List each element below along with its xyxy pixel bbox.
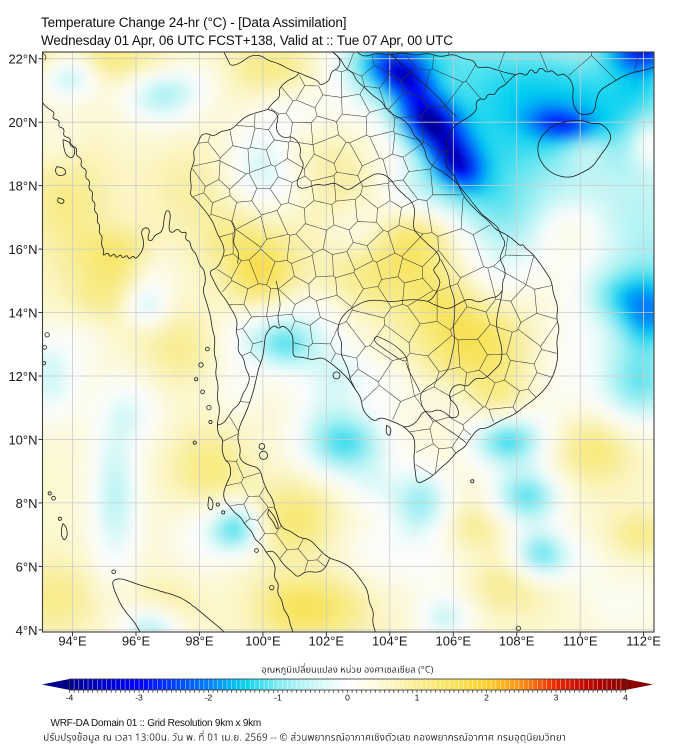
svg-text:104°E: 104°E [372, 633, 408, 648]
svg-text:98°E: 98°E [185, 633, 214, 648]
svg-text:1: 1 [415, 693, 420, 703]
svg-text:-1: -1 [274, 693, 282, 703]
svg-text:102°E: 102°E [309, 633, 345, 648]
svg-text:20°N: 20°N [8, 115, 37, 130]
svg-text:8°N: 8°N [16, 496, 38, 511]
svg-text:-3: -3 [135, 693, 143, 703]
svg-text:16°N: 16°N [8, 242, 37, 257]
svg-text:110°E: 110°E [563, 633, 598, 648]
svg-text:94°E: 94°E [58, 633, 87, 648]
svg-text:100°E: 100°E [245, 633, 281, 648]
svg-text:96°E: 96°E [122, 633, 151, 648]
svg-text:22°N: 22°N [8, 52, 37, 67]
svg-text:106°E: 106°E [436, 633, 472, 648]
svg-text:2: 2 [484, 693, 489, 703]
svg-text:3: 3 [554, 693, 559, 703]
svg-text:14°N: 14°N [8, 306, 37, 321]
svg-text:112°E: 112°E [626, 633, 661, 648]
svg-text:108°E: 108°E [499, 633, 535, 648]
svg-text:6°N: 6°N [16, 559, 38, 574]
svg-text:10°N: 10°N [8, 433, 37, 448]
svg-text:4: 4 [623, 693, 628, 703]
svg-text:18°N: 18°N [8, 179, 37, 194]
svg-text:0: 0 [345, 693, 350, 703]
svg-text:12°N: 12°N [8, 369, 37, 384]
svg-text:-2: -2 [205, 693, 213, 703]
svg-text:4°N: 4°N [16, 623, 38, 638]
svg-text:-4: -4 [66, 693, 74, 703]
